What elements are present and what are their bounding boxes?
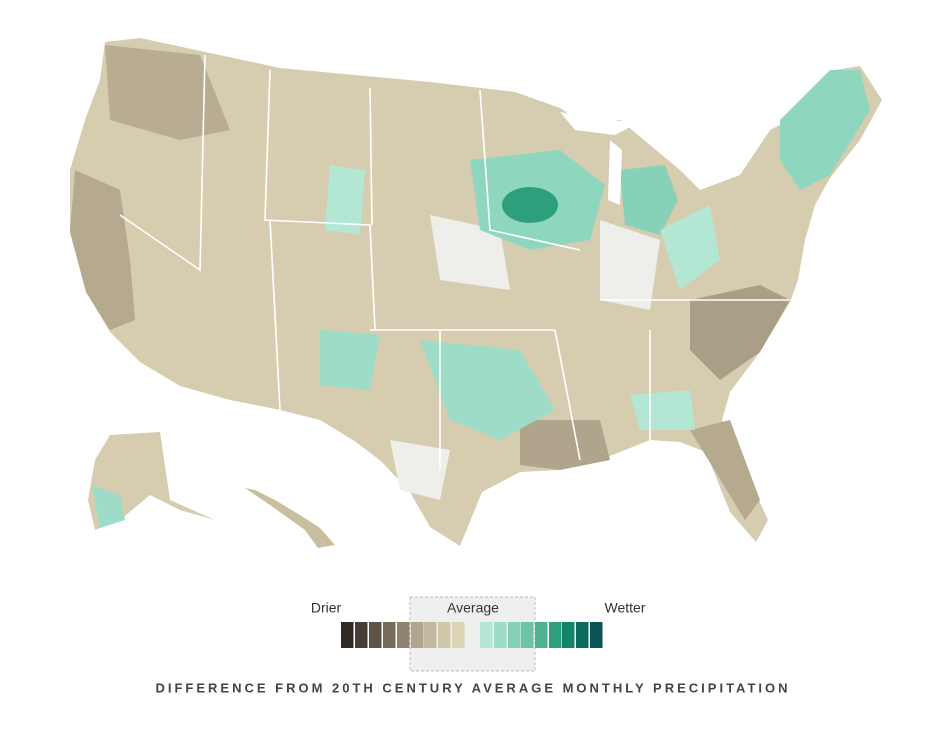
wet-region — [620, 165, 678, 235]
alaska-wet — [92, 485, 125, 528]
dry-region — [690, 285, 790, 380]
wet-region — [660, 205, 720, 290]
legend-drier: Drier — [311, 600, 342, 616]
legend-swatch — [411, 622, 424, 648]
legend-wetter: Wetter — [605, 600, 646, 616]
legend-swatch — [521, 622, 534, 648]
dry-region — [105, 45, 230, 140]
wet-region — [630, 390, 695, 430]
legend-caption: DIFFERENCE FROM 20TH CENTURY AVERAGE MON… — [155, 680, 790, 695]
legend-swatch — [549, 622, 562, 648]
legend-swatch — [355, 622, 368, 648]
wet-region — [420, 340, 555, 440]
wet-core — [502, 187, 558, 223]
wet-region — [325, 165, 365, 235]
average-region — [600, 220, 660, 310]
legend-swatch — [397, 622, 410, 648]
legend-swatch — [341, 622, 354, 648]
contiguous-us — [70, 38, 882, 546]
legend-swatch — [535, 622, 548, 648]
legend-swatch — [383, 622, 396, 648]
hawaii — [245, 488, 335, 548]
legend-swatches — [341, 622, 603, 648]
legend-average: Average — [447, 600, 499, 616]
legend-swatch — [508, 622, 521, 648]
wet-region — [780, 70, 870, 190]
lake — [608, 140, 622, 205]
wet-region — [320, 330, 380, 390]
legend: Drier Average Wetter — [311, 596, 646, 672]
legend-swatch — [424, 622, 437, 648]
state-borders — [119, 54, 790, 470]
dry-region — [690, 420, 760, 520]
lake — [560, 112, 640, 135]
dry-region — [520, 420, 610, 470]
legend-swatch — [438, 622, 451, 648]
legend-swatch — [494, 622, 507, 648]
legend-swatch — [562, 622, 575, 648]
average-region — [390, 440, 450, 500]
legend-swatch — [369, 622, 382, 648]
legend-swatch — [590, 622, 603, 648]
legend-swatch — [576, 622, 589, 648]
legend-swatch — [480, 622, 493, 648]
dry-region — [70, 170, 135, 330]
legend-swatch — [452, 622, 465, 648]
